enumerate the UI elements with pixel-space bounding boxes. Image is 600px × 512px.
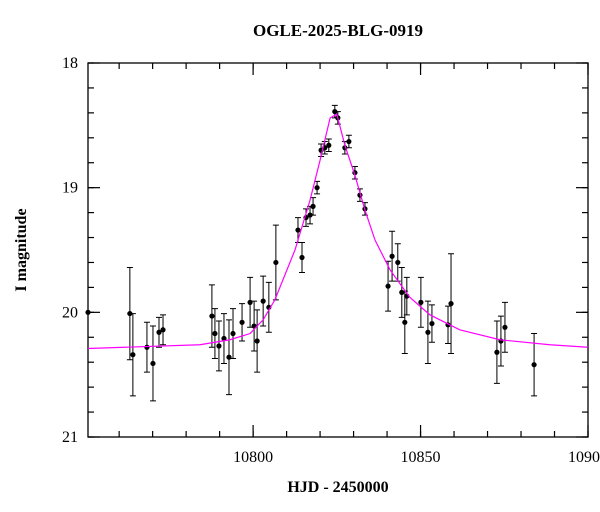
data-point [260, 298, 266, 304]
y-tick-label: 20 [62, 304, 78, 321]
x-tick-label: 10800 [233, 449, 273, 466]
data-point [226, 354, 232, 360]
data-point [130, 352, 136, 358]
x-tick-label: 10900 [568, 449, 600, 466]
data-point [429, 320, 435, 327]
chart-title: OGLE-2025-BLG-0919 [253, 21, 423, 40]
data-point [326, 142, 332, 148]
data-point [502, 324, 508, 330]
y-axis-label: I magnitude [13, 208, 30, 291]
data-point [402, 319, 408, 325]
data-point [494, 349, 500, 355]
data-point [425, 329, 431, 335]
data-point [127, 310, 133, 317]
y-tick-label: 21 [62, 429, 78, 446]
data-point [314, 185, 320, 191]
data-point [399, 289, 405, 295]
data-point [254, 338, 260, 344]
data-point [221, 335, 227, 342]
data-point [418, 299, 424, 305]
data-point [156, 329, 162, 335]
data-point [144, 344, 150, 350]
model-curve [87, 113, 589, 350]
data-point [448, 301, 454, 307]
data-point [209, 313, 215, 319]
data-point [310, 203, 316, 209]
data-point [216, 343, 222, 349]
data-point [395, 259, 401, 266]
y-tick-label: 19 [62, 180, 78, 197]
data-point [307, 212, 313, 218]
x-axis-label: HJD - 2450000 [287, 479, 388, 496]
data-point [531, 362, 537, 368]
data-point [346, 138, 352, 145]
x-tick-label: 10850 [401, 449, 441, 466]
data-point [230, 330, 236, 337]
data-point [385, 283, 391, 289]
data-point [332, 109, 338, 115]
data-point [389, 253, 395, 259]
data-point [299, 254, 305, 261]
data-point [247, 299, 253, 305]
data-point [273, 259, 279, 266]
data-point [160, 327, 166, 333]
data-point [295, 227, 301, 233]
y-tick-label: 18 [62, 55, 78, 72]
plot-frame [87, 62, 589, 438]
data-point [150, 360, 156, 367]
data-point [239, 319, 245, 325]
data-point [85, 309, 91, 315]
data-point [212, 330, 218, 337]
